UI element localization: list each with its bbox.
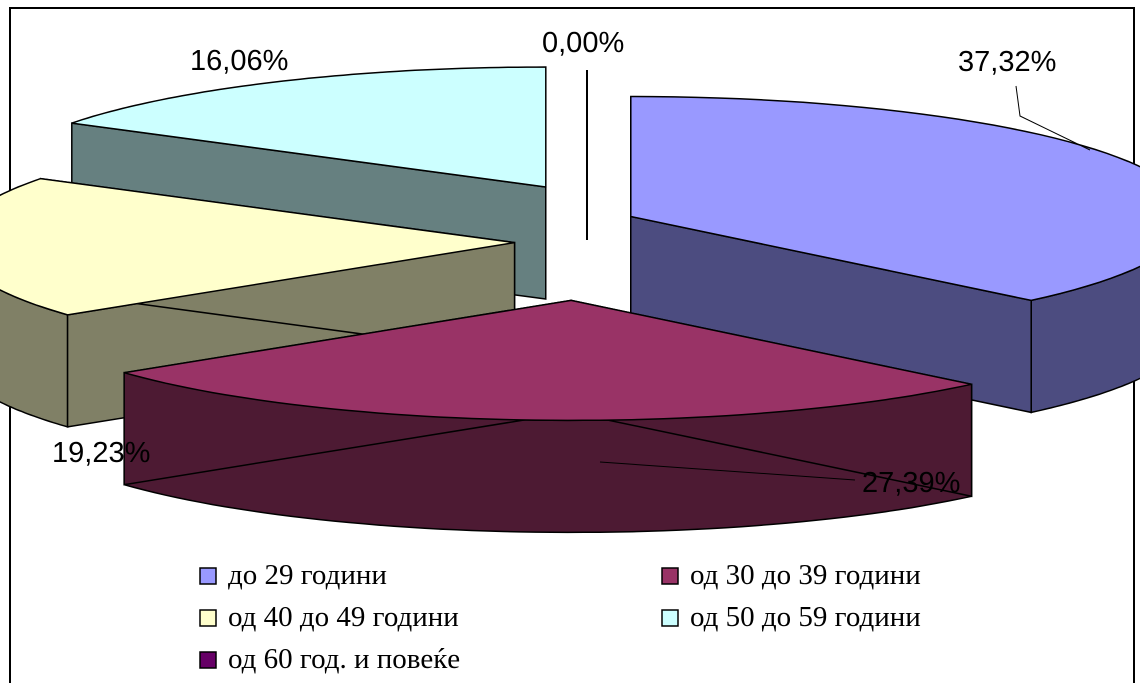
slice-3-top bbox=[71, 66, 547, 188]
legend-swatch-0 bbox=[199, 567, 217, 585]
slice-0 bbox=[630, 95, 1140, 414]
legend-swatch-3 bbox=[661, 609, 679, 627]
slice-0-top bbox=[630, 95, 1140, 302]
leader-line-1 bbox=[599, 461, 856, 481]
pie-slices bbox=[0, 66, 1140, 534]
slice-2-top bbox=[0, 177, 515, 316]
data-label-4: 0,00% bbox=[542, 27, 624, 59]
slice-1 bbox=[123, 299, 973, 534]
data-label-2: 19,23% bbox=[52, 437, 150, 469]
legend-item-2: од 40 до 49 години bbox=[199, 601, 459, 633]
legend-label-2: од 40 до 49 години bbox=[228, 601, 459, 633]
leader-line-0 bbox=[1015, 85, 1091, 151]
legend-label-4: од 60 год. и повеќе bbox=[228, 643, 460, 675]
legend-label-0: до 29 години bbox=[228, 559, 387, 591]
legend-swatch-1 bbox=[661, 567, 679, 585]
legend-item-3: од 50 до 59 години bbox=[661, 601, 921, 633]
leader-lines bbox=[599, 85, 1091, 481]
legend-item-1: од 30 до 39 години bbox=[661, 559, 921, 591]
legend-label-1: од 30 до 39 години bbox=[690, 559, 921, 591]
slice-1-top bbox=[124, 299, 972, 422]
data-label-0: 37,32% bbox=[958, 46, 1056, 78]
data-label-1: 27,39% bbox=[862, 467, 960, 499]
legend-label-3: од 50 до 59 години bbox=[690, 601, 921, 633]
data-labels: 37,32% 27,39% 19,23% 16,06% 0,00% bbox=[52, 27, 1056, 499]
legend-swatch-4 bbox=[199, 651, 217, 669]
legend-item-0: до 29 години bbox=[199, 559, 387, 591]
legend: до 29 години од 30 до 39 години од 40 до 4… bbox=[199, 559, 921, 675]
legend-item-4: од 60 год. и повеќе bbox=[199, 643, 460, 675]
legend-swatch-2 bbox=[199, 609, 217, 627]
data-label-3: 16,06% bbox=[190, 45, 288, 77]
